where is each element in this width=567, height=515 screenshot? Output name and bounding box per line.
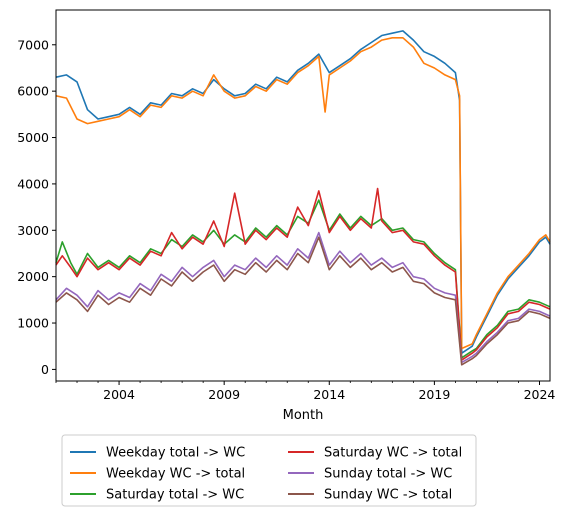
legend-label: Sunday WC -> total (324, 488, 452, 503)
series-line-5 (55, 231, 551, 364)
x-tick-label: 2014 (313, 387, 345, 402)
y-tick-label: 6000 (17, 84, 49, 99)
legend-label: Weekday total -> WC (106, 446, 245, 461)
x-axis-title: Month (283, 408, 324, 423)
legend-label: Saturday WC -> total (324, 446, 462, 461)
series-line-3 (55, 199, 551, 359)
plot-frame (55, 9, 551, 382)
series-line-6 (55, 236, 551, 366)
y-tick-label: 4000 (17, 176, 49, 191)
y-tick-label: 3000 (17, 223, 49, 238)
series-line-4 (55, 187, 551, 361)
y-tick-label: 7000 (17, 37, 49, 52)
legend: Weekday total -> WC Weekday WC -> total Sa… (61, 434, 477, 507)
series-layer (55, 30, 551, 366)
x-tick-label: 2024 (524, 387, 556, 402)
x-tick-label: 2009 (208, 387, 240, 402)
x-tick-label: 2019 (418, 387, 450, 402)
legend-box (61, 434, 477, 507)
y-tick-label: 2000 (17, 269, 49, 284)
series-line-1 (55, 30, 551, 354)
x-tick-label: 2004 (103, 387, 135, 402)
legend-label: Saturday total -> WC (106, 488, 244, 503)
y-tick-label: 5000 (17, 130, 49, 145)
y-axis: 0 1000 2000 3000 4000 5000 6000 7000 (17, 37, 56, 377)
legend-label: Sunday total -> WC (324, 467, 452, 482)
series-line-2 (55, 37, 551, 350)
legend-label: Weekday WC -> total (106, 467, 245, 482)
y-tick-label: 1000 (17, 316, 49, 331)
plot-background (56, 10, 550, 381)
x-axis: 2004 2009 2014 2019 2024 (55, 381, 556, 402)
y-tick-label: 0 (41, 362, 49, 377)
